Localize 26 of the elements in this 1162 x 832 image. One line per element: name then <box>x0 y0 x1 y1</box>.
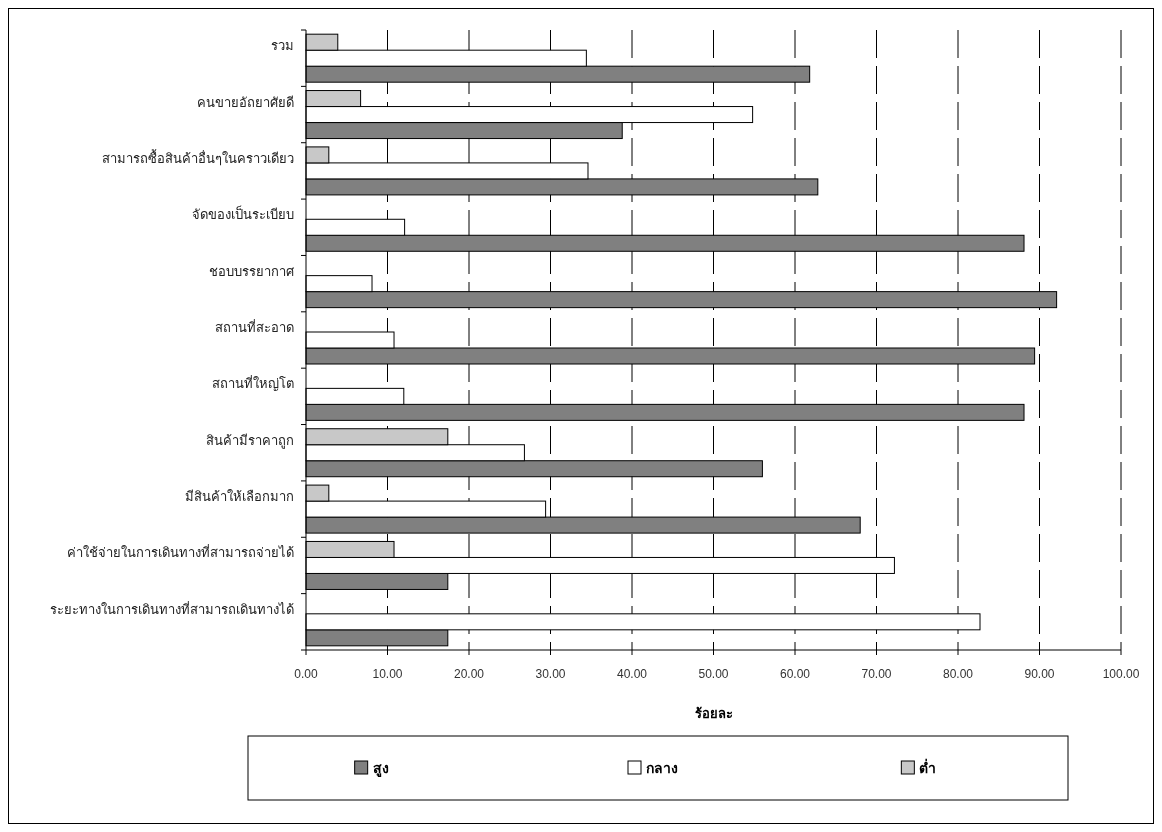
y-tick-label: รวม <box>271 38 294 54</box>
y-tick-label: มีสินค้าให้เลือกมาก <box>185 489 294 505</box>
x-tick-label: 100.00 <box>1102 667 1140 681</box>
legend-label: สูง <box>372 760 389 777</box>
x-tick-label: 20.00 <box>453 667 485 681</box>
x-tick-label: 30.00 <box>535 667 566 681</box>
y-tick-label: สินค้ามีราคาถูก <box>206 432 294 449</box>
x-tick-label: 60.00 <box>779 667 811 681</box>
y-tick-label: สามารถซื้อสินค้าอื่นๆในคราวเดียว <box>102 148 294 166</box>
y-tick-label: ระยะทางในการเดินทางที่สามารถเดินทางได้ <box>50 600 294 617</box>
x-tick-label: 80.00 <box>942 667 974 681</box>
legend-label: ต่ำ <box>919 758 937 776</box>
x-tick-label: 50.00 <box>698 667 729 681</box>
x-tick-label: 0.00 <box>294 667 318 681</box>
y-tick-label: คนขายอัถยาศัยดี <box>197 94 294 110</box>
x-tick-label: 40.00 <box>616 667 648 681</box>
x-tick-label: 70.00 <box>861 667 892 681</box>
legend-label: กลาง <box>646 760 678 776</box>
x-axis-title: ร้อยละ <box>694 706 733 721</box>
x-tick-label: 10.00 <box>372 667 403 681</box>
y-tick-label: สถานที่ใหญ่โต <box>212 375 294 392</box>
y-tick-label: จัดของเป็นระเบียบ <box>192 205 294 223</box>
x-tick-label: 90.00 <box>1024 667 1055 681</box>
y-tick-label: สถานที่สะอาด <box>215 319 294 335</box>
y-tick-label: ค่าใช้จ่ายในการเดินทางที่สามารถจ่ายได้ <box>67 544 294 561</box>
y-tick-label: ชอบบรรยากาศ <box>209 263 295 279</box>
